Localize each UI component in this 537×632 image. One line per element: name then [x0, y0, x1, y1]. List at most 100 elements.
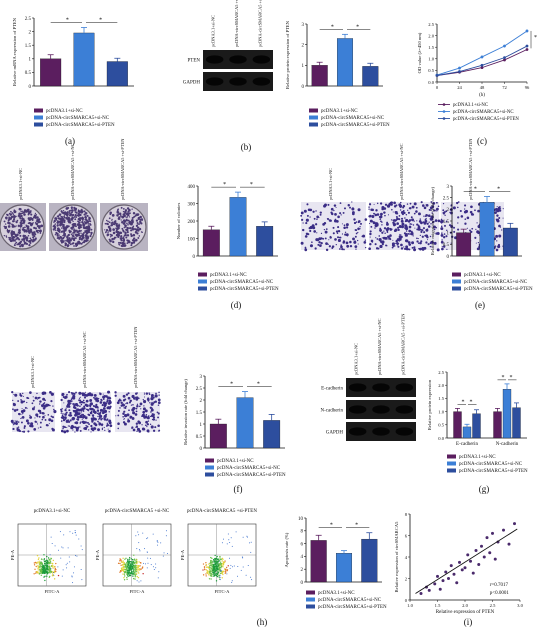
cell-dot — [409, 241, 411, 243]
blot-band — [348, 405, 367, 414]
event-dot — [144, 563, 146, 565]
cell-dot — [400, 210, 404, 215]
cell-dot — [27, 430, 30, 433]
cell-dot — [349, 244, 353, 248]
event-dot — [221, 557, 224, 560]
bar — [512, 407, 521, 439]
cell-dot — [429, 218, 431, 220]
cell-dot — [320, 241, 323, 245]
cell-dot — [79, 399, 82, 402]
event-dot — [144, 548, 146, 550]
event-dot — [128, 556, 131, 559]
cell-dot — [60, 398, 63, 402]
colony-dot — [13, 211, 15, 213]
cell-dot — [405, 230, 408, 232]
cell-dot — [425, 204, 427, 206]
colony-dot — [125, 216, 127, 219]
cell-dot — [427, 243, 430, 246]
colony-dot — [21, 210, 24, 212]
colony-dot — [88, 216, 90, 218]
colony-dot — [126, 230, 129, 234]
colony-dot — [23, 213, 26, 216]
cell-dot — [99, 412, 101, 414]
cell-dot — [376, 202, 379, 205]
event-dot — [52, 566, 54, 568]
cell-dot — [106, 399, 109, 402]
event-dot — [120, 570, 122, 573]
colony-dot — [69, 213, 73, 216]
event-dot — [223, 561, 226, 564]
colony-dot — [109, 211, 112, 214]
cell-dot — [122, 394, 126, 398]
event-dot — [218, 568, 221, 570]
colony-dot — [8, 236, 10, 239]
data-point — [469, 559, 472, 563]
cell-dot — [474, 209, 476, 212]
colony-dot — [7, 221, 10, 225]
event-dot — [218, 560, 220, 562]
cell-dot — [355, 221, 358, 223]
colony-dot — [31, 217, 34, 220]
event-dot — [57, 549, 59, 551]
cell-dot — [376, 213, 380, 216]
colony-dot — [30, 213, 33, 216]
cell-dot — [41, 418, 44, 421]
cell-dot — [66, 429, 69, 433]
cell-dot — [145, 413, 148, 416]
event-dot — [126, 560, 129, 563]
colony-dot — [13, 209, 16, 212]
cell-dot — [32, 396, 34, 398]
colony-dot — [24, 226, 26, 229]
colony-dot — [63, 216, 66, 219]
cell-dot — [441, 247, 444, 251]
event-dot — [214, 563, 217, 566]
event-dot — [51, 563, 54, 565]
legend-marker — [442, 117, 446, 120]
data-point — [502, 528, 505, 532]
colony-dot — [125, 236, 128, 239]
colony-dot — [124, 234, 127, 237]
y-tick-label: 1 — [200, 423, 203, 428]
y-tick-label: 0.0 — [428, 80, 434, 85]
event-dot — [122, 570, 125, 573]
cell-dot — [320, 237, 323, 240]
legend-label: pcDNA-circSMARCA5+si-NC — [459, 462, 523, 467]
cell-dot — [502, 217, 504, 219]
cell-dot — [16, 428, 20, 431]
event-dot — [209, 564, 212, 566]
colony-dot — [84, 230, 86, 232]
colony-dot — [64, 219, 66, 222]
event-dot — [128, 558, 131, 560]
event-dot — [222, 570, 225, 573]
event-dot — [217, 570, 219, 572]
event-dot — [124, 558, 126, 560]
colony-dot — [56, 237, 59, 240]
event-dot — [66, 562, 68, 564]
cell-dot — [22, 395, 24, 397]
cell-dot — [69, 399, 71, 402]
colony-dot — [79, 217, 82, 219]
event-dot — [222, 561, 225, 563]
colony-dot — [123, 236, 125, 238]
event-dot — [219, 555, 221, 558]
y-tick-label: 0 — [301, 581, 304, 586]
colony-dot — [79, 226, 82, 229]
event-dot — [44, 563, 46, 565]
cell-dot — [117, 409, 120, 412]
cell-dot — [89, 399, 93, 402]
colony-dot — [117, 230, 120, 233]
blot-band — [229, 77, 247, 86]
cell-dot — [158, 391, 160, 394]
cell-dot — [419, 219, 422, 222]
cell-dot — [394, 245, 396, 247]
colony-dot — [10, 230, 14, 233]
cell-dot — [417, 242, 420, 244]
event-dot — [135, 567, 137, 569]
cell-dot — [390, 219, 393, 221]
event-dot — [211, 565, 213, 568]
colony-dot — [115, 227, 118, 230]
event-dot — [127, 570, 129, 572]
blot-lane-label: pcDNA-circSMARCA5 +si-PTEN — [257, 0, 262, 47]
x-tick-label: N-cadherin — [496, 442, 519, 447]
cell-dot — [154, 394, 158, 398]
